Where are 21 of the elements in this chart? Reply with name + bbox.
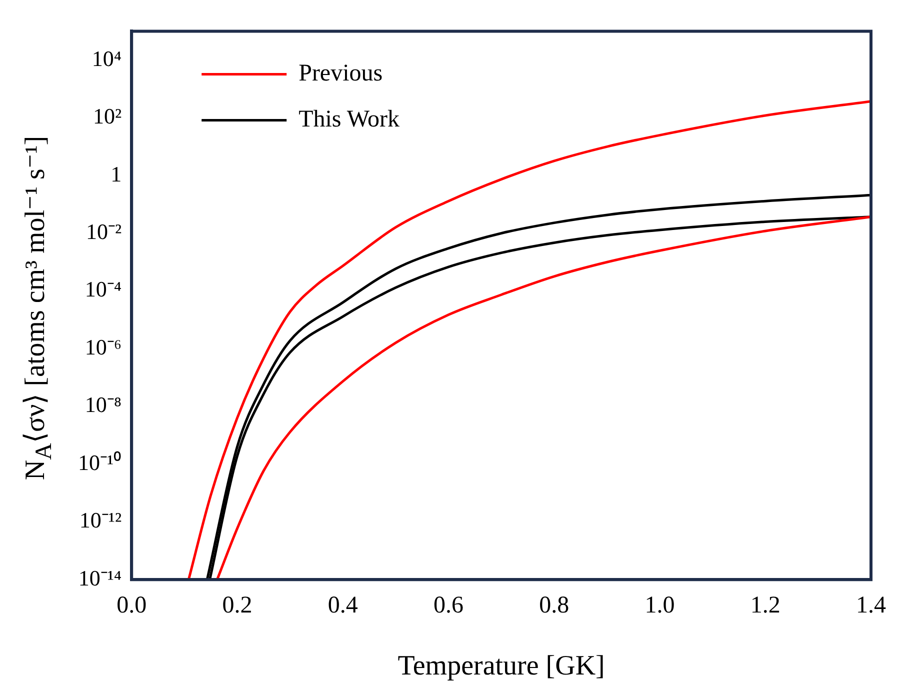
y-tick-label: 10⁻⁶ [84, 334, 122, 360]
x-tick-label: 0.4 [328, 592, 358, 618]
y-tick-label: 10⁻² [86, 219, 122, 244]
y-tick-label: 10⁻⁸ [84, 392, 122, 418]
x-axis-title: Temperature [GK] [398, 650, 605, 682]
x-tick-label: 0.2 [222, 592, 252, 618]
x-tick-label: 1.4 [856, 592, 886, 618]
y-tick-label: 10² [92, 104, 122, 129]
x-tick-label: 1.2 [750, 592, 780, 618]
y-tick-label: 10⁴ [92, 46, 122, 71]
x-tick-label: 0.0 [116, 592, 147, 618]
y-tick-label: 10⁻⁴ [84, 276, 122, 302]
legend-label: Previous [298, 60, 383, 86]
y-tick-label: 1 [110, 161, 122, 186]
legend-label: This Work [298, 106, 400, 132]
x-tick-label: 0.6 [433, 592, 464, 618]
y-tick-label: 10⁻¹⁴ [78, 565, 122, 590]
x-tick-label: 0.8 [539, 592, 570, 618]
y-tick-label: 10⁻¹² [79, 508, 122, 533]
x-tick-label: 1.0 [644, 592, 675, 618]
y-tick-label: 10⁻¹⁰ [78, 450, 122, 475]
